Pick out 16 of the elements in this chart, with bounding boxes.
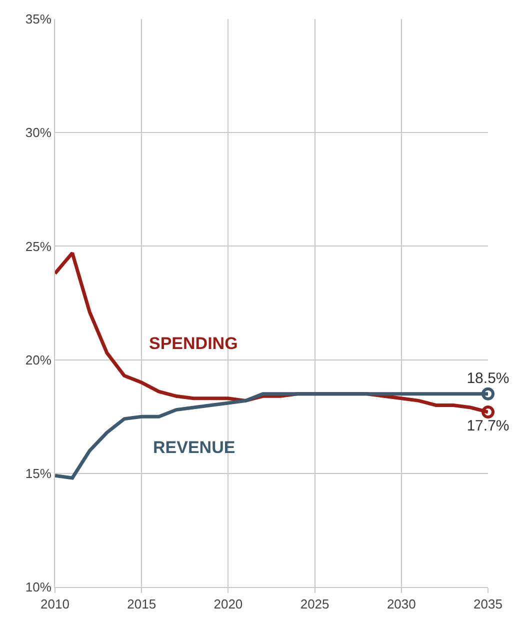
y-tick-label: 30% bbox=[25, 125, 52, 140]
series-label: SPENDING bbox=[149, 334, 238, 353]
data-label: 17.7% bbox=[466, 418, 510, 435]
x-tick-label: 2020 bbox=[214, 596, 243, 612]
y-tick-label: 10% bbox=[25, 580, 52, 595]
y-tick-label: 20% bbox=[25, 352, 52, 368]
y-tick-label: 35% bbox=[25, 12, 52, 27]
x-tick-label: 2010 bbox=[40, 596, 70, 612]
x-tick-label: 2030 bbox=[386, 596, 416, 612]
series-label: REVENUE bbox=[153, 438, 236, 457]
x-tick-label: 2015 bbox=[127, 596, 156, 612]
x-tick-label: 2035 bbox=[474, 596, 502, 612]
y-tick-label: 15% bbox=[25, 466, 52, 481]
y-tick-label: 25% bbox=[25, 238, 52, 254]
data-label: 18.5% bbox=[466, 370, 510, 387]
x-tick-label: 2025 bbox=[300, 596, 330, 612]
